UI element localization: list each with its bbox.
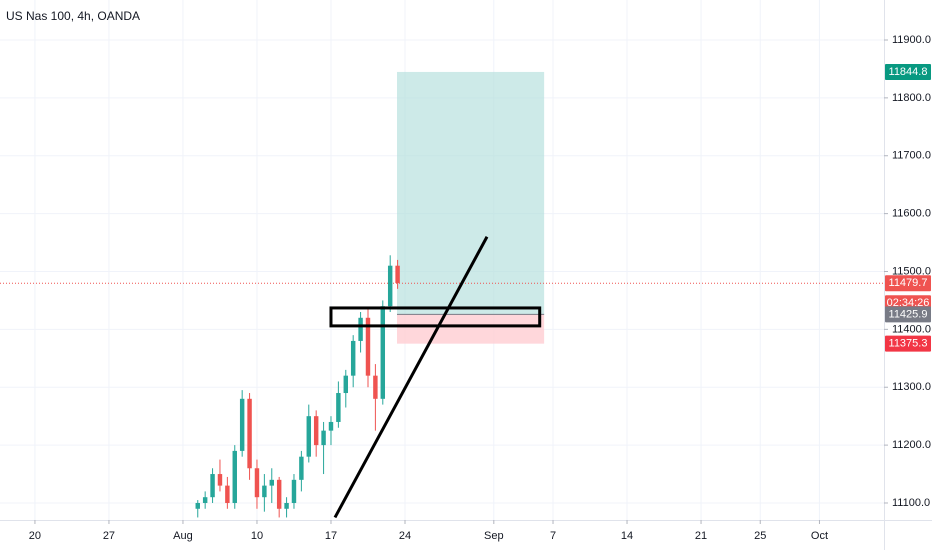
profit-zone (397, 71, 545, 315)
x-tick-label: 20 (29, 530, 41, 542)
candle-body (395, 265, 400, 284)
candle-body (217, 474, 223, 486)
candle-body (232, 450, 237, 503)
y-tick-label: 11200.0 (892, 439, 931, 451)
chart-title: US Nas 100, 4h, OANDA (6, 9, 140, 23)
candle-body (365, 317, 371, 376)
x-tick-label: 10 (251, 530, 263, 542)
candle-body (336, 393, 341, 422)
candle-body (313, 416, 319, 446)
x-tick-label: Sep (484, 530, 504, 542)
candle-body (321, 430, 326, 446)
candle-body (299, 456, 304, 480)
candle-body (380, 306, 386, 399)
candle-body (195, 502, 200, 509)
x-tick-label: 25 (754, 530, 766, 542)
candle-body (254, 468, 260, 498)
target-price-tag-bg (885, 63, 931, 80)
candle-body (373, 375, 378, 399)
countdown: 02:34:26 (887, 297, 930, 309)
last-price-tag: 11479.7 (889, 277, 928, 289)
y-tick-label: 11300.0 (892, 381, 931, 393)
entry-price-tag-bg (885, 306, 931, 323)
y-tick-label: 11800.0 (892, 92, 931, 104)
target-price-tag: 11844.8 (889, 66, 928, 78)
candle-body (291, 479, 297, 503)
y-tick-label: 11700.0 (892, 150, 931, 162)
last-price-tag-bg (885, 275, 931, 292)
x-tick-label: 24 (399, 530, 411, 542)
candle-body (210, 474, 215, 498)
candle-body (202, 497, 208, 503)
x-tick-label: Oct (811, 530, 828, 542)
candle-body (387, 265, 393, 307)
y-tick-label: 11500.0 (892, 265, 931, 277)
loss-zone (397, 314, 545, 344)
entry-price-tag: 11425.9 (889, 308, 928, 320)
candle-body (247, 398, 252, 469)
candle-body (306, 416, 311, 457)
candle-body (328, 421, 334, 431)
x-tick-label: 14 (621, 530, 633, 542)
candle-body (262, 485, 267, 498)
candle-body (225, 485, 230, 503)
candle-body (343, 375, 349, 394)
stop-price-tag: 11375.3 (889, 338, 928, 350)
y-tick-label: 11100.0 (892, 497, 930, 509)
x-tick-label: Aug (173, 530, 193, 542)
x-tick-label: 27 (103, 530, 115, 542)
x-tick-label: 7 (550, 530, 556, 542)
y-tick-label: 11900.0 (892, 34, 931, 46)
stop-price-tag-bg (885, 335, 931, 352)
zone-rectangle (329, 306, 542, 328)
candle-body (239, 398, 245, 451)
trend-line (333, 236, 489, 519)
x-tick-label: 17 (325, 530, 337, 542)
candle-body (269, 479, 274, 486)
plot-area (0, 0, 884, 520)
candle-body (284, 502, 289, 509)
candle-body (276, 479, 282, 509)
y-tick-label: 11600.0 (892, 208, 931, 220)
x-tick-label: 21 (695, 530, 707, 542)
y-tick-label: 11400.0 (892, 323, 931, 335)
candle-body (358, 317, 363, 341)
candle-body (350, 340, 356, 376)
